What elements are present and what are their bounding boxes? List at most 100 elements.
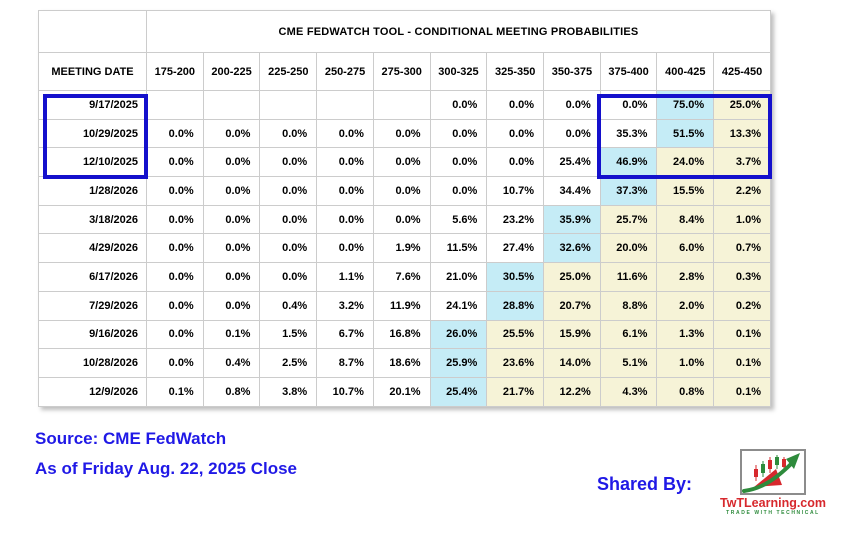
shared-by-label: Shared By: xyxy=(597,474,693,494)
prob-cell: 8.8% xyxy=(599,290,658,321)
prob-cell: 0.0% xyxy=(146,204,204,235)
prob-cell: 15.5% xyxy=(656,176,715,206)
prob-cell: 26.0% xyxy=(429,319,488,350)
prob-cell: 37.3% xyxy=(599,176,658,206)
prob-cell: 8.4% xyxy=(656,204,715,235)
prob-cell: 25.0% xyxy=(543,262,601,292)
meeting-date-cell: 3/18/2026 xyxy=(38,204,147,235)
prob-cell: 0.0% xyxy=(202,204,261,235)
table-row: 1/28/2026 0.0% 0.0% 0.0% 0.0% 0.0% 0.0% 10.7% 34… xyxy=(38,176,771,206)
source-text: Source: CME FedWatch xyxy=(35,429,227,448)
prob-cell: 0.0% xyxy=(372,176,431,206)
prob-cell: 0.0% xyxy=(259,147,318,178)
prob-cell xyxy=(202,90,261,120)
prob-cell: 51.5% xyxy=(656,118,715,149)
prob-cell: 0.0% xyxy=(146,348,204,378)
prob-cell xyxy=(316,90,374,120)
prob-cell: 0.0% xyxy=(486,90,545,120)
prob-cell: 0.0% xyxy=(146,176,204,206)
prob-cell: 0.0% xyxy=(259,118,318,149)
candlestick-arrow-icon xyxy=(742,453,800,493)
prob-cell: 3.7% xyxy=(713,147,771,178)
prob-cell: 1.0% xyxy=(713,204,771,235)
range-header: 275-300 xyxy=(372,52,431,91)
prob-cell: 21.0% xyxy=(429,262,488,292)
range-header: 375-400 xyxy=(599,52,658,91)
prob-cell: 0.0% xyxy=(429,147,488,178)
prob-cell: 25.4% xyxy=(429,376,488,407)
prob-cell: 0.0% xyxy=(543,90,601,120)
prob-cell: 3.2% xyxy=(316,290,374,321)
table-title: CME FEDWATCH TOOL - CONDITIONAL MEETING … xyxy=(146,10,771,53)
meeting-date-cell: 1/28/2026 xyxy=(38,176,147,206)
prob-cell: 0.0% xyxy=(259,262,318,292)
prob-cell: 0.3% xyxy=(713,262,771,292)
prob-cell: 0.0% xyxy=(146,118,204,149)
prob-cell: 27.4% xyxy=(486,233,545,264)
table-row: 6/17/2026 0.0% 0.0% 0.0% 1.1% 7.6% 21.0% 30.5% 2… xyxy=(38,262,771,292)
prob-cell: 0.0% xyxy=(259,204,318,235)
prob-cell: 0.4% xyxy=(259,290,318,321)
logo-text: TwTLearning.com xyxy=(719,496,827,510)
corner-cell xyxy=(38,10,147,53)
prob-cell: 10.7% xyxy=(316,376,374,407)
prob-cell: 0.0% xyxy=(202,176,261,206)
prob-cell: 0.0% xyxy=(202,118,261,149)
fedwatch-table: CME FEDWATCH TOOL - CONDITIONAL MEETING … xyxy=(38,10,771,407)
prob-cell: 25.5% xyxy=(486,319,545,350)
range-header: 300-325 xyxy=(429,52,488,91)
range-header: 200-225 xyxy=(202,52,261,91)
prob-cell: 0.0% xyxy=(202,147,261,178)
table-row: 9/16/2026 0.0% 0.1% 1.5% 6.7% 16.8% 26.0% 25.5%… xyxy=(38,319,771,350)
prob-cell: 4.3% xyxy=(599,376,658,407)
column-header-row: MEETING DATE 175-200 200-225 225-250 250-27… xyxy=(38,52,771,91)
prob-cell: 0.0% xyxy=(316,233,374,264)
prob-cell: 25.0% xyxy=(713,90,771,120)
prob-cell: 0.1% xyxy=(713,348,771,378)
prob-cell: 24.1% xyxy=(429,290,488,321)
meeting-date-cell: 7/29/2026 xyxy=(38,290,147,321)
prob-cell: 16.8% xyxy=(372,319,431,350)
meeting-date-cell: 10/28/2026 xyxy=(38,348,147,378)
prob-cell: 18.6% xyxy=(372,348,431,378)
prob-cell: 25.4% xyxy=(543,147,601,178)
meeting-date-header: MEETING DATE xyxy=(38,52,147,91)
prob-cell xyxy=(146,90,204,120)
range-header: 350-375 xyxy=(543,52,601,91)
prob-cell: 75.0% xyxy=(656,90,715,120)
prob-cell: 35.3% xyxy=(599,118,658,149)
logo-tagline: TRADE WITH TECHNICAL xyxy=(726,510,820,516)
prob-cell: 30.5% xyxy=(486,262,545,292)
prob-cell: 0.1% xyxy=(202,319,261,350)
prob-cell: 25.7% xyxy=(599,204,658,235)
prob-cell: 11.6% xyxy=(599,262,658,292)
prob-cell: 23.6% xyxy=(486,348,545,378)
prob-cell: 2.8% xyxy=(656,262,715,292)
prob-cell: 0.0% xyxy=(429,118,488,149)
prob-cell: 23.2% xyxy=(486,204,545,235)
prob-cell: 21.7% xyxy=(486,376,545,407)
prob-cell: 0.0% xyxy=(372,147,431,178)
prob-cell: 20.1% xyxy=(372,376,431,407)
prob-cell: 20.0% xyxy=(599,233,658,264)
prob-cell: 0.8% xyxy=(656,376,715,407)
prob-cell: 20.7% xyxy=(543,290,601,321)
prob-cell: 15.9% xyxy=(543,319,601,350)
prob-cell: 0.4% xyxy=(202,348,261,378)
meeting-date-cell: 12/10/2025 xyxy=(38,147,147,178)
prob-cell: 24.0% xyxy=(656,147,715,178)
prob-cell: 32.6% xyxy=(543,233,601,264)
prob-cell: 5.6% xyxy=(429,204,488,235)
prob-cell: 1.1% xyxy=(316,262,374,292)
prob-cell: 5.1% xyxy=(599,348,658,378)
prob-cell: 0.0% xyxy=(429,176,488,206)
table-row: 12/10/2025 0.0% 0.0% 0.0% 0.0% 0.0% 0.0% 0.0% 25… xyxy=(38,147,771,178)
prob-cell: 12.2% xyxy=(543,376,601,407)
table-row: 3/18/2026 0.0% 0.0% 0.0% 0.0% 0.0% 5.6% 23.2% 35… xyxy=(38,204,771,235)
meeting-date-cell: 9/16/2026 xyxy=(38,319,147,350)
prob-cell: 1.5% xyxy=(259,319,318,350)
table-row: 12/9/2026 0.1% 0.8% 3.8% 10.7% 20.1% 25.4% 21.7… xyxy=(38,376,771,407)
prob-cell: 14.0% xyxy=(543,348,601,378)
meeting-date-cell: 10/29/2025 xyxy=(38,118,147,149)
